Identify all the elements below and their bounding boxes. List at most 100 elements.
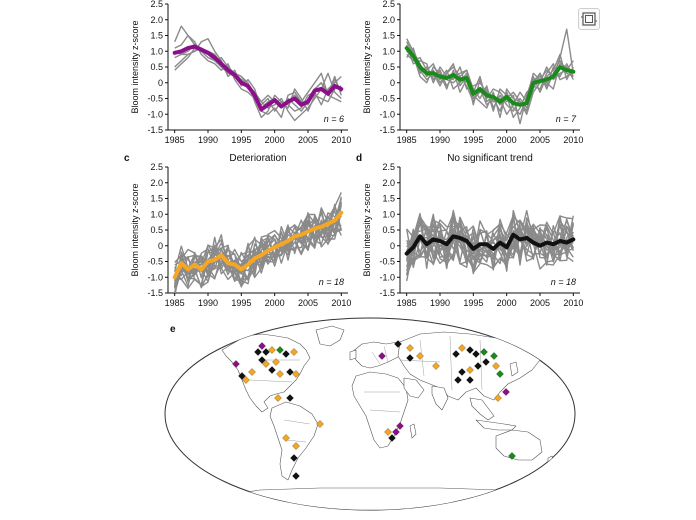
y-tick-label: -1.0 [379,272,395,282]
site-marker [508,452,516,460]
x-tick-label: 2010 [331,135,351,145]
site-marker [492,362,500,370]
x-tick-label: 1995 [231,298,251,308]
panel-letter: d [356,153,362,164]
site-marker [416,352,424,360]
x-tick-label: 1990 [430,298,450,308]
panel-d: -1.5 -1.0 -0.5 0 0.5 1.0 1.5 2.0 2.5 1985 1990 1995… [356,153,583,308]
y-tick-label: -0.5 [147,257,163,267]
panel-a: -1.5 -1.0 -0.5 0 0.5 1.0 1.5 2.0 2.5 1985 1990 1995… [124,0,351,145]
y-tick-label: 0.5 [382,225,395,235]
x-tick-label: 1995 [463,298,483,308]
x-tick-label: 2000 [497,298,517,308]
continent-greenland [315,325,345,347]
country-border [285,439,307,443]
site-marker [458,368,466,376]
x-tick-label: 2010 [563,298,583,308]
site-marker [292,442,300,450]
x-tick-label: 2010 [331,298,351,308]
y-tick-label: 2.0 [382,15,395,25]
x-tick-label: 2000 [265,298,285,308]
image-viewer-icon[interactable] [578,8,600,30]
x-tick-label: 2010 [563,135,583,145]
plot-area [404,28,576,125]
continent-arabia [403,377,425,399]
site-marker [496,370,504,378]
site-marker [494,394,502,402]
x-tick-label: 2005 [530,298,550,308]
site-marker [292,472,300,480]
y-axis-label: Bloom intensity z-score [130,20,140,113]
country-border [449,335,453,391]
y-tick-label: 0.5 [382,62,395,72]
x-tick-label: 1985 [397,298,417,308]
x-tick-label: 2005 [298,135,318,145]
x-tick-label: 1995 [463,135,483,145]
y-tick-label: 1.5 [382,194,395,204]
site-marker [458,344,466,352]
site-series-line [406,209,574,265]
site-marker [268,366,276,374]
map-land [199,325,561,510]
panel-e-world-map: e [164,317,576,511]
y-tick-label: -1.0 [147,109,163,119]
panel-b: -1.5 -1.0 -0.5 0 0.5 1.0 1.5 2.0 2.5 1985 1990 1995… [356,0,583,145]
site-marker [482,358,490,366]
x-tick-label: 1990 [198,135,218,145]
site-marker [388,434,396,442]
site-series-line [174,204,342,284]
site-marker [316,420,324,428]
x-tick-label: 1990 [198,298,218,308]
y-tick-label: 0.5 [150,225,163,235]
plot-area [172,25,344,122]
y-tick-label: -1.0 [379,109,395,119]
n-count-label: n = 18 [551,277,576,287]
mean-series-line [172,44,344,112]
site-marker [276,370,284,378]
n-count-label: n = 7 [556,114,577,124]
panel-title: Sustained improvement [205,0,310,1]
site-marker [392,428,400,436]
y-axis-label: Bloom intensity z-score [362,183,372,276]
n-count-label: n = 18 [319,277,344,287]
mean-series-line [172,210,344,280]
y-tick-label: -0.5 [379,94,395,104]
x-tick-label: 1985 [165,298,185,308]
site-marker [262,360,270,368]
site-series-line [406,209,574,272]
country-border [249,379,293,383]
y-tick-label: 2.0 [150,178,163,188]
site-marker [238,372,246,380]
y-axis-label: Bloom intensity z-score [130,183,140,276]
panel-letter: b [356,0,362,1]
country-border [419,339,425,377]
mean-series-line [404,46,576,107]
y-tick-label: 2.5 [382,162,395,172]
site-marker [480,348,488,356]
site-marker [466,346,474,354]
panel-title: No significant trend [447,153,533,164]
y-tick-label: 2.5 [382,0,395,9]
continent-australia [495,429,543,461]
y-tick-label: 1.5 [150,194,163,204]
site-marker [292,370,300,378]
site-series-line [406,53,574,125]
country-border [371,351,381,365]
y-tick-label: 0 [158,78,163,88]
x-tick-label: 2005 [298,298,318,308]
site-marker [248,368,256,376]
y-tick-label: 1.0 [382,209,395,219]
site-series-line [174,211,342,286]
site-marker [384,428,392,436]
site-marker [474,362,482,370]
y-tick-label: 2.5 [150,162,163,172]
site-marker [396,422,404,430]
panel-letter: e [170,324,176,335]
site-marker [394,340,402,348]
plot-area [404,209,576,282]
panel-title: Deterioration [229,153,286,164]
x-tick-label: 2000 [497,135,517,145]
site-marker [276,346,284,354]
panel-letter: c [124,153,130,164]
